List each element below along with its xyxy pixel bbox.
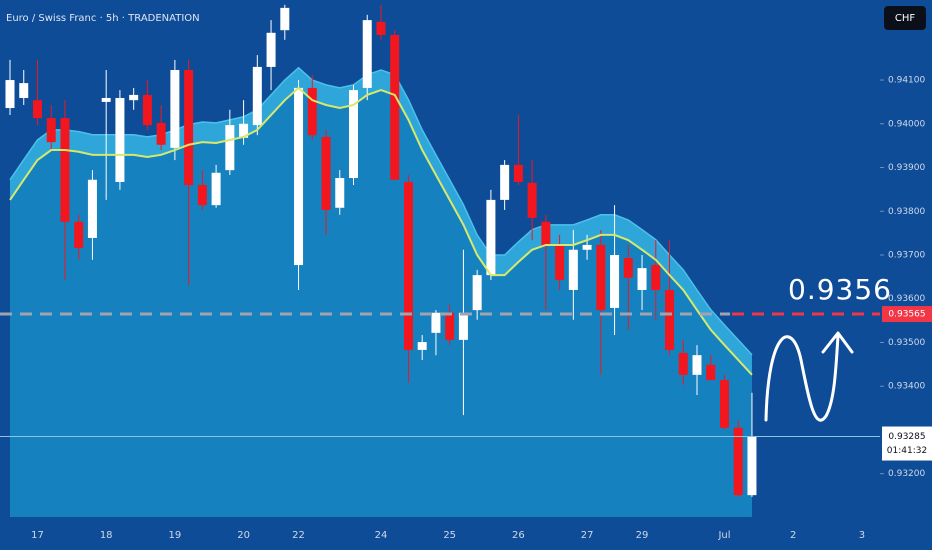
candle-body [596,244,606,311]
currency-button-label[interactable]: CHF [895,13,916,24]
candle-body [266,32,276,67]
candle-body [349,90,358,179]
x-tick-label: 27 [581,530,594,541]
x-tick-label: 26 [512,530,525,541]
candle-body [211,172,221,206]
x-tick-label: Jul [717,530,730,541]
chart-title: Euro / Swiss Franc · 5h · TRADENATION [6,13,200,24]
candle-body [403,181,413,350]
candle-body [445,312,455,340]
y-tick-label: 0.93800 [888,207,925,217]
candle-body [32,100,42,119]
candle-body [252,66,262,126]
y-tick-label: 0.93900 [888,163,925,173]
y-tick-label: 0.93600 [888,294,925,304]
x-tick-label: 22 [292,530,305,541]
candle-body [115,97,125,182]
candle-body [472,275,482,311]
candle-body [665,289,675,350]
ma-area [10,87,752,517]
candle-body [431,312,441,333]
candle-body [101,97,111,102]
candle-body [610,255,620,308]
candle-body [568,249,578,290]
candle-body [527,182,537,218]
y-tick-label: 0.94100 [888,76,925,86]
candle-body [582,244,592,250]
x-tick-label: 20 [237,530,250,541]
x-tick-label: 2 [790,530,796,541]
x-tick-label: 17 [31,530,44,541]
candle-body [637,268,647,290]
candle-body [280,7,290,31]
y-tick-label: 0.94000 [888,119,925,129]
candle-body [307,87,317,136]
current-price-label: 0.93285 [888,432,925,442]
candle-body [417,342,427,350]
y-tick-label: 0.93400 [888,382,925,392]
candle-body [87,179,97,238]
candle-body [513,164,523,182]
candle-body [129,94,139,101]
candle-body [46,118,56,143]
price-label: 0.93565 [888,310,925,320]
candle-body [706,364,716,381]
x-tick-label: 29 [636,530,649,541]
candle-body [390,34,400,180]
candle-body [362,20,372,88]
candle-body [142,94,152,126]
candle-body [651,265,661,290]
band-edge [9,66,753,356]
y-tick-label: 0.93200 [888,469,925,479]
candle-body [733,427,743,496]
candle-body [747,436,757,496]
candle-body [376,21,386,35]
plot-area [5,4,757,517]
candle-body [500,164,510,200]
current-price-box [882,426,932,461]
candle-body [486,199,496,276]
candle-body [5,80,15,109]
x-tick-label: 24 [375,530,388,541]
currency-button[interactable] [884,6,926,30]
wave-arrow [764,331,854,422]
annotation: 0.9356 [788,273,892,306]
candle-body [541,221,551,246]
candle-body [623,258,633,278]
candle-body [294,87,304,266]
x-tick-label: 3 [859,530,865,541]
y-tick-label: 0.93700 [888,251,925,261]
candle-body [60,118,70,222]
y-tick-label: 0.93500 [888,338,925,348]
candle-body [170,69,180,148]
candle-body [156,122,166,145]
countdown-label: 01:41:32 [887,446,927,456]
candle-body [239,123,249,138]
candle-body [692,355,702,375]
candle-body [74,221,84,249]
candle-body [555,245,565,280]
candle-body [678,352,688,375]
x-tick-label: 19 [169,530,182,541]
x-tick-label: 25 [443,530,456,541]
price-label-box [882,306,932,323]
candle-body [335,178,345,208]
x-tick-label: 18 [100,530,113,541]
candle-body [321,136,331,210]
candle-body [19,83,29,98]
ma-line [9,86,753,376]
candle-body [197,185,207,206]
candle-body [225,125,235,171]
candle-body [184,69,194,186]
candle-body [719,380,729,428]
candle-body [458,312,468,340]
